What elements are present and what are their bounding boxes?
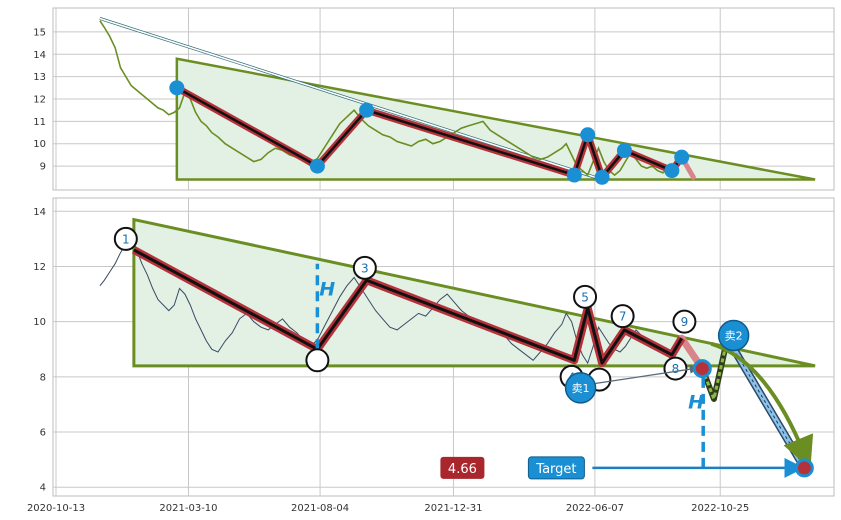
projection-zigzag — [700, 337, 729, 401]
main-price-series — [99, 235, 683, 365]
point-circle — [352, 255, 377, 280]
sell-signal-label: 卖1 — [572, 382, 590, 395]
top-y-tick-label: 12 — [33, 95, 46, 106]
top-bounding-line — [99, 17, 603, 181]
target-value-label: 4.66 — [448, 462, 477, 477]
target-badge — [527, 456, 585, 480]
sell-signal-label: 卖2 — [725, 329, 743, 342]
height-marker-label: H — [688, 392, 704, 414]
target-dot — [794, 458, 814, 478]
point-circle — [672, 309, 697, 334]
point-label: 5 — [581, 290, 589, 304]
pivot-dot — [594, 169, 610, 185]
pivot-dot — [616, 142, 632, 158]
point-circle — [610, 304, 635, 329]
pivot-dot — [674, 149, 690, 165]
top-y-tick-label: 13 — [33, 72, 46, 83]
price-line — [99, 20, 684, 177]
point-label: 7 — [619, 310, 627, 324]
main-target: Target 4.66 — [440, 456, 814, 480]
top-overview-panel: 9 10 11 12 13 14 15 — [33, 7, 835, 191]
top-y-tick-labels: 9 10 11 12 13 14 15 — [33, 27, 46, 172]
x-tick-label: 2021-03-10 — [159, 503, 217, 514]
point-circle — [305, 348, 330, 373]
height-marker-label: H — [319, 279, 335, 301]
pivot-dot — [309, 158, 325, 174]
target-value-badge — [440, 456, 485, 479]
pivot-dot — [169, 80, 185, 96]
main-signals: 卖1 卖2 — [564, 319, 750, 404]
breakout-arrow — [710, 341, 814, 469]
main-y-tick-label: 10 — [33, 317, 46, 328]
sell-signal-badge — [717, 319, 750, 352]
main-y-tick-label: 6 — [40, 428, 46, 439]
pivot-dot — [566, 167, 582, 183]
top-y-tick-label: 14 — [33, 50, 46, 61]
point-circle — [573, 284, 598, 309]
bounding-line-inner — [99, 17, 603, 181]
main-y-tick-labels: 4 6 8 10 12 14 — [33, 207, 46, 494]
main-y-tick-label: 4 — [40, 483, 46, 494]
pivot-dot — [359, 102, 375, 118]
main-panel: 4 6 8 10 12 14 2020-10-13 2021-03-10 2021-08-04… — [27, 197, 835, 514]
top-y-tick-label: 9 — [40, 162, 46, 173]
sell-signal-badge — [564, 372, 597, 404]
point-label: 8 — [672, 362, 680, 376]
x-tick-label: 2021-08-04 — [291, 503, 349, 514]
top-pivot-dots — [169, 80, 690, 185]
point-label: 1 — [122, 232, 130, 246]
point-label: 9 — [681, 315, 689, 329]
main-triangle — [132, 217, 816, 368]
main-point-circles: 1345789 — [113, 226, 697, 392]
x-tick-label: 2020-10-13 — [27, 503, 85, 514]
top-price-series — [99, 20, 684, 177]
price-line — [99, 235, 683, 365]
main-projection — [699, 334, 814, 472]
x-tick-label: 2021-12-31 — [424, 503, 482, 514]
pivot-dot — [580, 127, 596, 143]
point-circle — [113, 226, 138, 251]
main-x-tick-labels: 2020-10-13 2021-03-10 2021-08-04 2021-12-31… — [27, 503, 749, 514]
main-height-markers: HH — [315, 263, 705, 468]
x-tick-label: 2022-06-07 — [566, 503, 624, 514]
top-y-tick-label: 15 — [33, 27, 46, 38]
main-y-tick-label: 8 — [40, 372, 46, 383]
main-y-tick-label: 14 — [33, 207, 46, 218]
top-y-tick-label: 11 — [33, 117, 46, 128]
target-label: Target — [535, 462, 576, 477]
x-tick-label: 2022-10-25 — [691, 503, 749, 514]
breakout-point-dot — [692, 359, 712, 379]
top-y-tick-label: 10 — [33, 139, 46, 150]
point-circle — [663, 356, 688, 381]
triangle-area — [132, 217, 816, 368]
point-label: 3 — [361, 261, 369, 275]
pivot-dot — [664, 163, 680, 179]
sell-signal-arrow — [592, 364, 699, 385]
main-y-tick-label: 12 — [33, 262, 46, 273]
